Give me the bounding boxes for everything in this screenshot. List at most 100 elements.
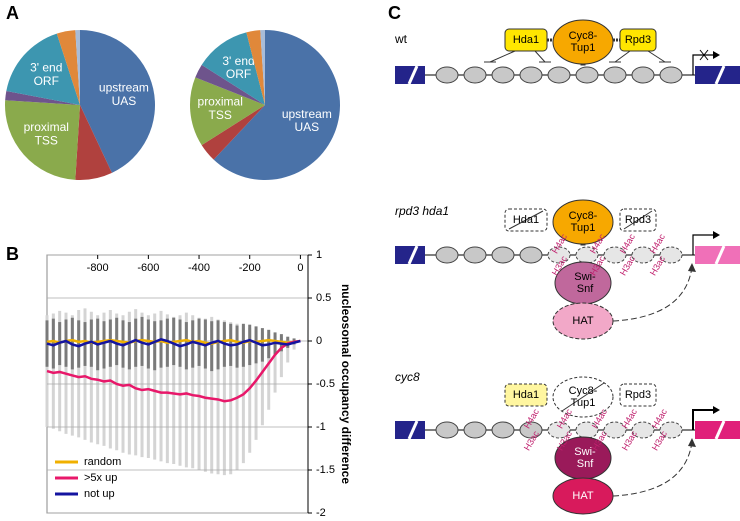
condition-label: rpd3 hda1 xyxy=(395,204,449,218)
nucleosome xyxy=(463,66,487,84)
nucleosome xyxy=(631,421,655,439)
y-tick-label: -1.5 xyxy=(316,464,335,476)
legend-label: random xyxy=(84,456,121,468)
y-axis-label: nucleosomal occupancy difference xyxy=(339,284,353,484)
protein-label: Rpd3 xyxy=(625,34,651,46)
protein-label: Hda1 xyxy=(513,389,539,401)
pie-slice xyxy=(6,33,81,105)
remodeler-label: Swi-Snf xyxy=(574,271,596,295)
condition-label: cyc8 xyxy=(395,370,420,384)
protein-label: Cyc8-Tup1 xyxy=(569,30,598,54)
pie-slice xyxy=(80,30,156,173)
pie-slice xyxy=(201,105,265,160)
remodeler-label: HAT xyxy=(572,490,593,502)
recruitment xyxy=(612,441,693,497)
nucleosome xyxy=(435,66,459,84)
nucleosome xyxy=(491,246,515,264)
nucleosome xyxy=(547,421,571,439)
gene-block xyxy=(695,246,740,264)
pie-slice xyxy=(260,30,265,105)
x-tick-label: -200 xyxy=(239,262,261,274)
slice-label: proximal TSS xyxy=(24,120,69,147)
tss-arrow xyxy=(692,234,713,255)
nucleosome xyxy=(575,246,599,264)
y-tick-label: 0 xyxy=(316,335,322,347)
x-tick-label: -400 xyxy=(188,262,210,274)
protein-label: Cyc8-Tup1 xyxy=(569,210,598,234)
dna-block xyxy=(395,246,425,264)
protein-label: Cyc8-Tup1 xyxy=(569,385,598,409)
recruitment xyxy=(612,266,693,322)
y-tick-label: 0.5 xyxy=(316,292,331,304)
nucleosome xyxy=(631,66,655,84)
pie-slice xyxy=(195,64,265,105)
nucleosome xyxy=(575,66,599,84)
remodeler-label: HAT xyxy=(572,315,593,327)
nucleosome xyxy=(491,66,515,84)
deletion-mark xyxy=(508,210,544,230)
tss-arrow xyxy=(692,54,713,75)
nucleosome xyxy=(631,246,655,264)
break-mark xyxy=(407,65,419,85)
break-mark xyxy=(714,420,726,440)
panel-label: A xyxy=(6,3,19,23)
legend-label: >5x up xyxy=(84,472,117,484)
break-mark xyxy=(714,65,726,85)
protein-label: Rpd3 xyxy=(625,214,651,226)
legend-label: not up xyxy=(84,488,115,500)
x-tick-label: -600 xyxy=(137,262,159,274)
break-mark xyxy=(407,245,419,265)
nucleosome xyxy=(603,66,627,84)
panel-label: B xyxy=(6,244,19,264)
protein-box xyxy=(504,383,548,407)
pie-slice xyxy=(56,30,80,105)
arrowhead xyxy=(713,231,720,239)
series-line xyxy=(46,337,301,348)
nucleosome xyxy=(603,421,627,439)
arrowhead xyxy=(713,406,720,414)
nucleosome xyxy=(547,66,571,84)
series-line xyxy=(46,339,301,403)
nucleosome xyxy=(547,246,571,264)
break-mark xyxy=(407,420,419,440)
dna-block xyxy=(395,66,425,84)
arrowhead xyxy=(688,438,696,447)
y-tick-label: 1 xyxy=(316,249,322,261)
nucleosome xyxy=(659,66,683,84)
block-mark xyxy=(699,49,709,61)
slice-label: 3' end ORF xyxy=(222,54,254,81)
pie-slice xyxy=(201,32,265,105)
nucleosome xyxy=(575,421,599,439)
dna-block xyxy=(395,421,425,439)
remodeler-label: Swi-Snf xyxy=(574,446,596,470)
repression xyxy=(647,50,666,63)
y-tick-label: -0.5 xyxy=(316,378,335,390)
remodeler xyxy=(552,477,614,515)
condition-label: wt xyxy=(394,32,408,46)
y-tick-label: -1 xyxy=(316,421,326,433)
deletion-mark xyxy=(623,210,653,230)
nucleosome xyxy=(659,246,683,264)
x-tick-label: 0 xyxy=(297,262,303,274)
pie-slice xyxy=(213,30,340,180)
pie-slice xyxy=(190,77,265,146)
nucleosome xyxy=(519,66,543,84)
pie-slice xyxy=(5,90,81,105)
slice-label: proximal TSS xyxy=(198,95,243,122)
remodeler xyxy=(552,302,614,340)
deletion-mark xyxy=(561,382,605,412)
arrowhead xyxy=(713,51,720,59)
panel-label: C xyxy=(388,3,401,23)
slice-label: 3' end ORF xyxy=(30,61,62,88)
slice-label: upstream UAS xyxy=(99,81,149,108)
nucleosome xyxy=(519,421,543,439)
nucleosome xyxy=(463,246,487,264)
nucleosome xyxy=(659,421,683,439)
gene-block xyxy=(695,66,740,84)
protein-label: Hda1 xyxy=(513,214,539,226)
pie-slice xyxy=(75,30,80,105)
nucleosome xyxy=(435,246,459,264)
y-tick-label: -2 xyxy=(316,507,326,519)
arrowhead xyxy=(688,263,696,272)
